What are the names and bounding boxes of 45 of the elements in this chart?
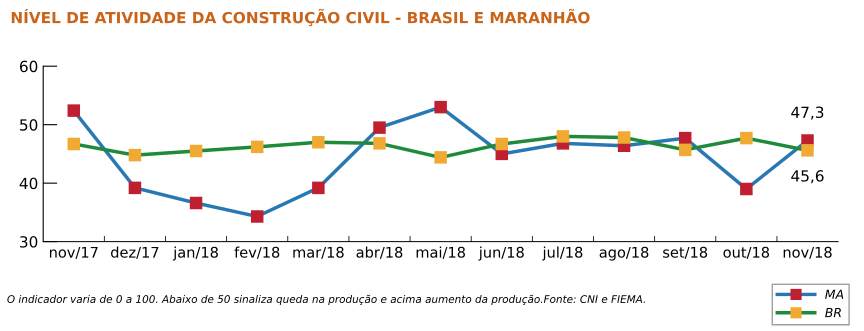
point — [373, 121, 386, 134]
point — [250, 140, 264, 154]
x-tick-label: mai/18 — [416, 246, 465, 259]
x-tick-label: mar/18 — [293, 246, 344, 259]
point — [801, 144, 814, 157]
x-tick-label: nov/18 — [784, 246, 832, 259]
y-tick-label: 60 — [20, 60, 38, 72]
point — [618, 131, 630, 144]
point — [678, 144, 692, 156]
x-tick-label: fev/18 — [234, 246, 280, 259]
point — [740, 182, 753, 196]
x-tick-label: dez/17 — [111, 246, 158, 259]
x-tick-label: jan/18 — [172, 246, 218, 261]
chart-title: NÍVEL DE ATIVIDADE DA CONSTRUÇÃO CIVIL - BRASIL E MARANHÃO — [12, 8, 590, 26]
point — [190, 196, 202, 210]
point — [68, 104, 80, 117]
point — [312, 182, 325, 194]
point — [190, 144, 202, 158]
text: O indicador varia de 0 a 100. Abaixo de 50 sinaliza queda na produção e acima aumento da produção.Fonte: CNI e FIEMA. — [7, 294, 645, 306]
point — [312, 136, 325, 148]
point — [128, 182, 142, 194]
x-tick-label: jul/18 — [542, 246, 582, 261]
point — [434, 100, 447, 114]
x-tick-label: abr/18 — [356, 246, 402, 259]
x-tick-label: ago/18 — [600, 246, 648, 261]
x-tick-label: jun/18 — [478, 246, 524, 261]
legend-label: BR — [825, 308, 841, 318]
y-tick-label: 30 — [20, 236, 38, 248]
y-tick-label: 40 — [20, 178, 38, 190]
x-tick-label: out/18 — [723, 246, 770, 259]
point — [740, 132, 753, 144]
x-tick-label: set/18 — [663, 246, 708, 259]
point — [250, 210, 264, 223]
point — [128, 148, 142, 162]
data-label: 45,6 — [791, 170, 824, 184]
point — [678, 132, 692, 144]
point — [556, 130, 570, 143]
x-tick-label: nov/17 — [50, 246, 98, 259]
point — [434, 151, 447, 164]
y-tick-label: 50 — [20, 119, 38, 131]
point — [68, 138, 80, 150]
data-label: 47,3 — [791, 106, 824, 120]
legend-label: MA — [825, 290, 844, 299]
point — [373, 137, 386, 150]
point — [496, 138, 508, 150]
